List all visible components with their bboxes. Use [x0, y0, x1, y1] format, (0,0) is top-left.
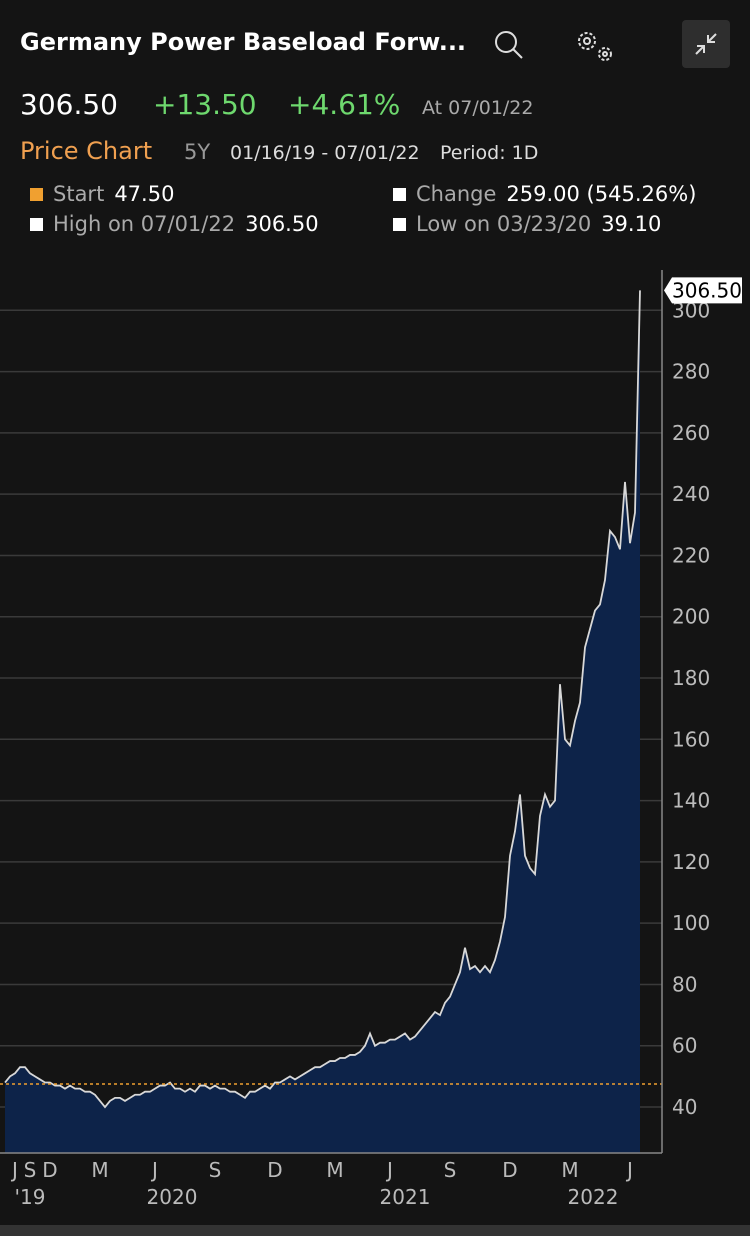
- y-tick-label: 240: [672, 482, 710, 506]
- y-tick-label: 40: [672, 1095, 697, 1119]
- y-tick-label: 220: [672, 543, 710, 567]
- y-tick-label: 80: [672, 972, 697, 996]
- marker: [30, 217, 43, 231]
- stat-label: Start: [53, 182, 105, 206]
- tab[interactable]: Price Chart: [20, 137, 153, 165]
- x-year-label: 2020: [147, 1185, 198, 1209]
- marker: [393, 217, 406, 231]
- stat-value: 39.10: [601, 212, 662, 236]
- marker: [393, 187, 406, 201]
- y-tick-label: 280: [672, 360, 710, 384]
- x-tick-label: D: [42, 1158, 57, 1182]
- x-tick-label: D: [267, 1158, 282, 1182]
- marker: [30, 187, 43, 201]
- x-year-label: '19: [15, 1185, 46, 1209]
- y-tick-label: 260: [672, 421, 710, 445]
- x-tick-label: M: [91, 1158, 108, 1182]
- y-tick-label: 100: [672, 911, 710, 935]
- stat: Start 47.50: [30, 182, 174, 206]
- stat-label: Low on 03/23/20: [416, 212, 592, 236]
- last-price-flag: 306.50: [664, 277, 742, 304]
- y-tick-label: 60: [672, 1034, 697, 1058]
- y-tick-label: 120: [672, 850, 710, 874]
- x-tick-label: S: [444, 1158, 457, 1182]
- area: [5, 290, 640, 1153]
- stat: Low on 03/23/20 39.10: [393, 212, 661, 236]
- x-year-label: 2022: [568, 1185, 619, 1209]
- x-tick-label: D: [502, 1158, 517, 1182]
- x-tick-label: J: [150, 1158, 158, 1182]
- as-of: At 07/01/22: [422, 97, 534, 119]
- x-tick-label: M: [561, 1158, 578, 1182]
- period[interactable]: Period: 1D: [440, 142, 539, 164]
- x-tick-label: S: [209, 1158, 222, 1182]
- line: [4, 290, 641, 1109]
- x-year-label: 2021: [380, 1185, 431, 1209]
- change-pct: +4.61%: [288, 88, 401, 121]
- stat: Change 259.00 (545.26%): [393, 182, 696, 206]
- x-tick-label: M: [326, 1158, 343, 1182]
- stat-value: 259.00 (545.26%): [506, 182, 697, 206]
- y-tick-label: 160: [672, 727, 710, 751]
- x-tick-label: J: [10, 1158, 18, 1182]
- stat-value: 47.50: [114, 182, 175, 206]
- search-icon[interactable]: [495, 31, 523, 59]
- stat-value: 306.50: [245, 212, 319, 236]
- toolbar-icons: [495, 31, 612, 61]
- stat: High on 07/01/22 306.50: [30, 212, 319, 236]
- y-tick-label: 200: [672, 605, 710, 629]
- stat-label: High on 07/01/22: [53, 212, 236, 236]
- range[interactable]: 5Y: [184, 140, 211, 164]
- collapse-button[interactable]: [682, 20, 730, 68]
- flag-box: [664, 277, 742, 304]
- dates: 01/16/19 - 07/01/22: [230, 142, 420, 164]
- title: Germany Power Baseload Forw...: [20, 28, 467, 56]
- y-tick-label: 140: [672, 789, 710, 813]
- bottom-bar: [0, 1225, 750, 1236]
- x-tick-label: S: [24, 1158, 37, 1182]
- x-tick-label: J: [625, 1158, 633, 1182]
- y-tick-label: 180: [672, 666, 710, 690]
- change: +13.50: [153, 88, 257, 121]
- flag-label: 306.50: [672, 278, 742, 302]
- price: 306.50: [20, 88, 118, 121]
- settings-icon[interactable]: [578, 32, 612, 61]
- stat-label: Change: [416, 182, 497, 206]
- x-tick-label: J: [385, 1158, 393, 1182]
